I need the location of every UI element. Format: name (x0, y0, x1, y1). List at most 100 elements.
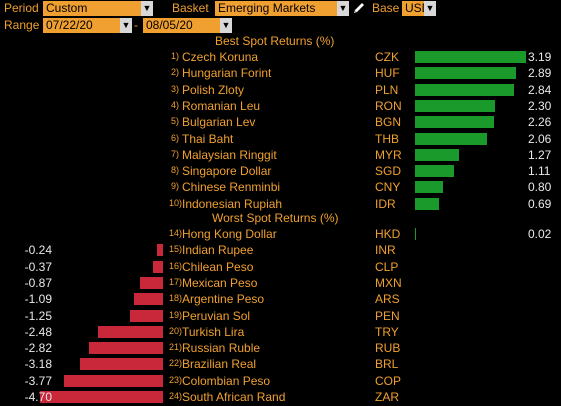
list-item[interactable]: 15) Indian Rupee INR -0.24 (0, 242, 561, 258)
currency-name[interactable]: Mexican Peso (182, 275, 258, 290)
currency-code: ARS (375, 292, 400, 307)
return-value: 2.89 (528, 66, 552, 81)
list-item[interactable]: 22) Brazilian Real BRL -3.18 (0, 356, 561, 372)
currency-name[interactable]: Indonesian Rupiah (182, 196, 283, 211)
currency-code: MYR (375, 147, 402, 162)
range-start-input[interactable]: 07/22/20 (43, 18, 120, 33)
currency-name[interactable]: Bulgarian Lev (182, 115, 256, 130)
period-label: Period (4, 1, 39, 15)
positive-return-bar (415, 181, 443, 194)
return-value: 2.06 (528, 131, 552, 146)
list-item[interactable]: 10) Indonesian Rupiah IDR 0.69 (0, 196, 561, 212)
list-item[interactable]: 14) Hong Kong Dollar HKD 0.02 (0, 226, 561, 242)
currency-name[interactable]: Malaysian Ringgit (182, 147, 277, 162)
positive-return-bar (415, 148, 460, 161)
list-item[interactable]: 18) Argentine Peso ARS -1.09 (0, 291, 561, 307)
list-item[interactable]: 6) Thai Baht THB 2.06 (0, 131, 561, 147)
currency-name[interactable]: Thai Baht (182, 131, 234, 146)
return-value: -0.24 (24, 243, 52, 258)
return-value: -0.37 (24, 259, 52, 274)
return-value: 0.80 (528, 180, 552, 195)
positive-return-bar (415, 132, 487, 145)
basket-dropdown-icon[interactable]: ▼ (337, 1, 349, 16)
return-value: 1.11 (528, 164, 551, 179)
negative-return-bar (89, 342, 163, 355)
list-item[interactable]: 3) Polish Zloty PLN 2.84 (0, 82, 561, 98)
rank-number: 23) (169, 374, 183, 385)
basket-select[interactable]: Emerging Markets (215, 1, 337, 16)
currency-name[interactable]: Turkish Lira (182, 324, 245, 339)
return-value: 3.19 (528, 50, 552, 64)
currency-name[interactable]: Czech Koruna (182, 50, 259, 64)
list-item[interactable]: 9) Chinese Renminbi CNY 0.80 (0, 179, 561, 195)
pencil-icon[interactable] (352, 1, 366, 16)
base-select[interactable]: USD (402, 1, 430, 16)
rank-number: 17) (169, 276, 183, 287)
rank-number: 4) (170, 99, 179, 110)
currency-name[interactable]: Argentine Peso (182, 292, 265, 307)
currency-name[interactable]: Russian Ruble (182, 341, 261, 356)
range-end-input[interactable]: 08/05/20 (143, 18, 220, 33)
return-value: -1.09 (24, 292, 52, 307)
period-select[interactable]: Custom (43, 1, 141, 16)
list-item[interactable]: 21) Russian Ruble RUB -2.82 (0, 340, 561, 356)
return-value: 0.02 (528, 227, 552, 241)
currency-name[interactable]: Romanian Leu (182, 98, 261, 113)
currency-name[interactable]: Hong Kong Dollar (182, 227, 277, 241)
currency-name[interactable]: South African Rand (182, 390, 286, 404)
currency-name[interactable]: Singapore Dollar (182, 164, 272, 179)
currency-name[interactable]: Chilean Peso (182, 259, 254, 274)
currency-code: CNY (375, 180, 401, 195)
list-item[interactable]: 2) Hungarian Forint HUF 2.89 (0, 65, 561, 81)
currency-code: SGD (375, 164, 402, 179)
currency-name[interactable]: Indian Rupee (182, 243, 254, 258)
currency-code: TRY (375, 324, 399, 339)
positive-return-bar (415, 228, 416, 240)
negative-return-bar (140, 276, 163, 289)
list-item[interactable]: 23) Colombian Peso COP -3.77 (0, 373, 561, 389)
list-item[interactable]: 8) Singapore Dollar SGD 1.11 (0, 163, 561, 179)
currency-name[interactable]: Peruvian Sol (182, 308, 251, 323)
return-value: -2.82 (24, 341, 52, 356)
list-item[interactable]: 4) Romanian Leu RON 2.30 (0, 98, 561, 114)
list-item[interactable]: 20) Turkish Lira TRY -2.48 (0, 324, 561, 340)
currency-name[interactable]: Hungarian Forint (182, 66, 272, 81)
list-item[interactable]: 16) Chilean Peso CLP -0.37 (0, 259, 561, 275)
list-item[interactable]: 5) Bulgarian Lev BGN 2.26 (0, 114, 561, 130)
rank-number: 19) (169, 309, 183, 320)
range-label: Range (4, 18, 40, 32)
currency-code: THB (375, 131, 399, 146)
range-end-dropdown-icon[interactable]: ▼ (220, 18, 232, 33)
currency-code: RUB (375, 341, 401, 356)
currency-name[interactable]: Polish Zloty (182, 82, 245, 97)
rank-number: 5) (170, 116, 179, 127)
best-returns-title: Best Spot Returns (%) (215, 34, 335, 48)
rank-number: 15) (169, 244, 183, 255)
list-item[interactable]: 7) Malaysian Ringgit MYR 1.27 (0, 147, 561, 163)
currency-name[interactable]: Chinese Renminbi (182, 180, 281, 195)
range-separator: - (134, 18, 138, 32)
worst-returns-title: Worst Spot Returns (%) (212, 211, 339, 225)
negative-return-bar (130, 309, 163, 322)
list-item[interactable]: 1) Czech Koruna CZK 3.19 (0, 49, 561, 65)
base-dropdown-icon[interactable]: ▼ (424, 1, 436, 16)
currency-code: COP (375, 373, 402, 388)
rank-number: 16) (169, 260, 183, 271)
negative-return-bar (156, 244, 163, 257)
list-item[interactable]: 17) Mexican Peso MXN -0.87 (0, 275, 561, 291)
negative-return-bar (134, 293, 163, 306)
currency-name[interactable]: Colombian Peso (182, 373, 271, 388)
range-start-dropdown-icon[interactable]: ▼ (120, 18, 132, 33)
negative-return-bar (79, 358, 163, 371)
list-item[interactable]: 24) South African Rand ZAR -4.70 (0, 389, 561, 405)
return-value: 2.26 (528, 115, 552, 130)
rank-number: 14) (169, 228, 183, 238)
currency-name[interactable]: Brazilian Real (182, 357, 257, 372)
rank-number: 8) (170, 165, 179, 176)
return-value: -1.25 (24, 308, 52, 323)
return-value: 2.84 (528, 82, 552, 97)
rank-number: 21) (169, 342, 183, 353)
period-dropdown-icon[interactable]: ▼ (141, 1, 153, 16)
rank-number: 1) (170, 51, 179, 61)
list-item[interactable]: 19) Peruvian Sol PEN -1.25 (0, 308, 561, 324)
